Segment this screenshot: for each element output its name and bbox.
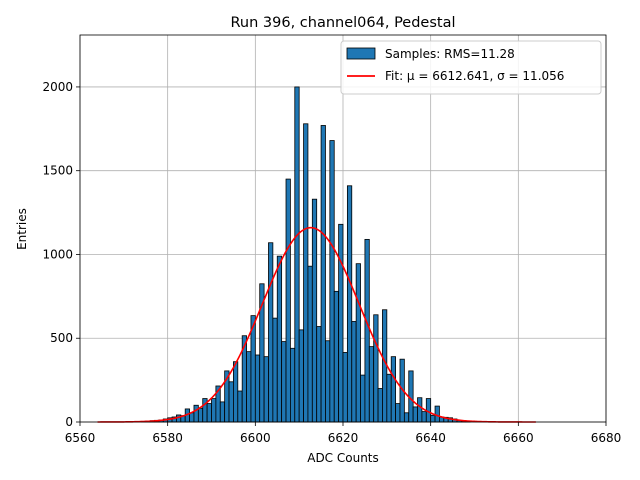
- histogram-bar: [373, 314, 379, 423]
- histogram-bar: [434, 405, 440, 423]
- histogram-bar: [285, 178, 291, 423]
- y-tick-label: 1500: [42, 164, 73, 178]
- histogram-bar: [360, 374, 366, 423]
- histogram-bar: [294, 86, 300, 423]
- histogram-bar: [430, 414, 436, 423]
- histogram-bar: [211, 398, 217, 423]
- histogram-bar: [338, 223, 344, 423]
- y-axis-label: Entries: [15, 208, 29, 250]
- gaussian-fit-curve: [97, 226, 536, 423]
- histogram-bar: [390, 356, 397, 423]
- x-tick-label: 6560: [65, 431, 96, 445]
- histogram-bar: [268, 242, 274, 423]
- y-axis: 0 500 1000 1500 2000: [42, 80, 80, 429]
- histogram-bar: [342, 352, 348, 423]
- histogram-bar: [329, 140, 335, 423]
- histogram-bar: [189, 412, 195, 423]
- histogram-bar: [298, 329, 304, 423]
- histogram-bar: [228, 381, 234, 423]
- histogram-bar: [307, 265, 313, 423]
- x-tick-label: 6580: [152, 431, 183, 445]
- chart-title: Run 396, channel064, Pedestal: [230, 15, 455, 31]
- histogram-bar: [303, 123, 309, 423]
- histogram-bar: [382, 309, 388, 423]
- histogram-bar: [395, 403, 401, 423]
- legend: Samples: RMS=11.28 Fit: μ = 6612.641, σ …: [340, 40, 602, 95]
- x-axis-label: ADC Counts: [307, 451, 379, 465]
- histogram-bar: [351, 321, 357, 423]
- x-tick-label: 6640: [415, 431, 446, 445]
- histogram-bar: [417, 397, 423, 423]
- histogram-bar: [403, 412, 410, 423]
- x-tick-label: 6600: [240, 431, 271, 445]
- histogram-bar: [368, 346, 375, 423]
- histogram-bar: [289, 347, 296, 423]
- histogram-bar: [325, 340, 331, 423]
- histogram-bar: [333, 290, 340, 423]
- histogram-bar: [197, 407, 204, 423]
- y-tick-label: 500: [50, 331, 73, 345]
- x-tick-label: 6660: [503, 431, 534, 445]
- histogram-bar: [316, 326, 322, 423]
- histogram-bar: [219, 401, 226, 423]
- y-tick-label: 2000: [42, 80, 73, 94]
- histogram-bar: [272, 317, 278, 423]
- histogram-bar: [237, 390, 243, 423]
- histogram-bar: [386, 373, 392, 423]
- histogram-bar: [412, 406, 418, 423]
- legend-histogram-swatch: [346, 47, 376, 60]
- histogram-bar: [276, 255, 283, 423]
- legend-fit-label: Fit: μ = 6612.641, σ = 11.056: [385, 69, 564, 83]
- histogram-bar: [377, 388, 383, 423]
- histogram-bar: [254, 354, 261, 423]
- x-tick-label: 6620: [328, 431, 359, 445]
- histogram-bar: [206, 403, 212, 423]
- legend-box: [340, 40, 602, 95]
- histogram-bar: [320, 125, 326, 423]
- histogram-bar: [346, 185, 353, 423]
- histogram-bar: [263, 356, 269, 423]
- histogram-bar: [281, 341, 287, 423]
- histogram-bar: [421, 411, 427, 423]
- histogram-bar: [364, 238, 370, 423]
- histogram-bar: [355, 263, 361, 423]
- histogram-bar: [246, 351, 252, 423]
- x-axis: 6560 6580 6600 6620 6640 6660 6680: [65, 422, 622, 445]
- histogram-bar: [311, 198, 318, 423]
- y-tick-label: 1000: [42, 247, 73, 261]
- x-tick-label: 6680: [591, 431, 622, 445]
- histogram-bar: [233, 361, 239, 423]
- y-tick-label: 0: [65, 415, 73, 429]
- histogram-bar: [193, 404, 199, 423]
- legend-histogram-label: Samples: RMS=11.28: [385, 47, 515, 61]
